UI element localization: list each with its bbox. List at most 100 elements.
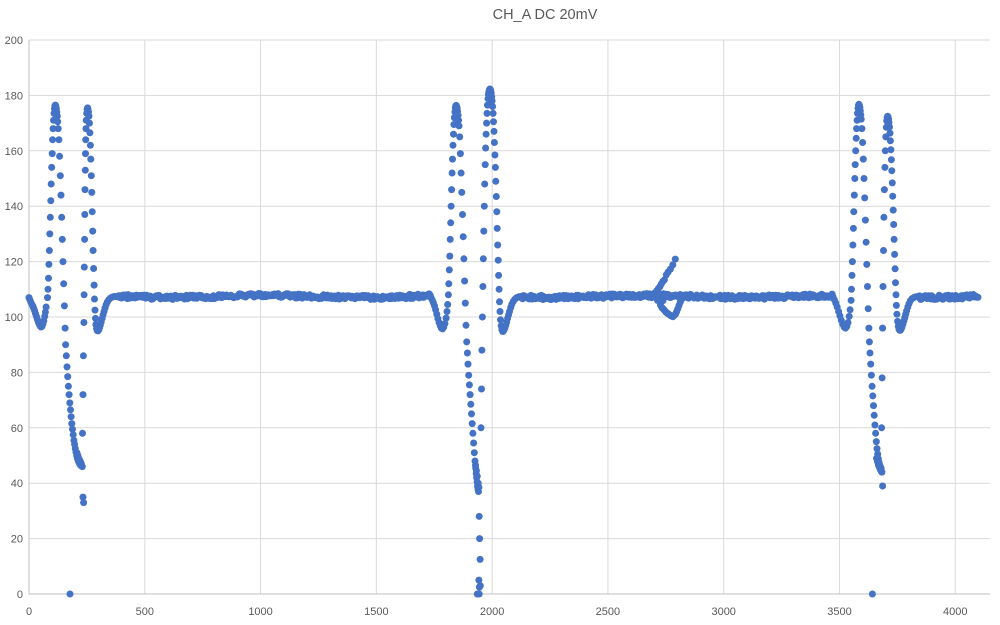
data-point xyxy=(473,472,481,480)
y-tick-label: 40 xyxy=(11,478,23,490)
data-point xyxy=(442,314,450,322)
y-tick-label: 20 xyxy=(11,534,23,546)
data-point xyxy=(490,127,498,135)
data-point xyxy=(80,319,88,326)
data-point xyxy=(62,352,70,360)
data-point xyxy=(48,163,56,171)
data-point xyxy=(870,402,877,410)
data-point xyxy=(69,425,76,433)
data-point xyxy=(849,241,857,249)
data-point xyxy=(53,112,61,120)
data-point xyxy=(447,219,455,227)
data-point xyxy=(460,255,468,263)
data-point xyxy=(878,424,886,432)
data-point xyxy=(493,208,501,216)
data-point xyxy=(861,216,869,224)
data-point xyxy=(868,590,876,598)
data-point xyxy=(852,147,860,155)
data-point xyxy=(850,191,858,199)
data-point xyxy=(858,125,866,133)
data-point xyxy=(475,576,483,584)
data-point xyxy=(495,285,503,293)
data-point xyxy=(445,266,453,274)
data-point xyxy=(862,238,870,246)
data-point xyxy=(81,186,89,194)
data-point xyxy=(871,421,879,429)
data-point xyxy=(90,281,98,289)
y-tick-label: 120 xyxy=(5,257,23,269)
data-point xyxy=(56,172,64,180)
data-point xyxy=(92,314,99,322)
data-point xyxy=(447,202,455,210)
data-point xyxy=(888,179,896,187)
data-point xyxy=(81,211,89,218)
data-point xyxy=(91,295,98,303)
data-point xyxy=(478,385,485,393)
y-tick-label: 0 xyxy=(17,589,23,601)
data-point xyxy=(469,429,477,437)
data-point xyxy=(80,263,88,271)
data-point xyxy=(879,283,887,290)
data-point xyxy=(677,296,685,304)
data-point xyxy=(867,371,875,379)
data-point xyxy=(459,233,467,241)
x-tick-label: 1000 xyxy=(248,606,272,618)
x-tick-label: 2500 xyxy=(596,606,620,618)
data-point xyxy=(45,247,53,254)
data-point xyxy=(450,130,457,138)
data-point xyxy=(868,382,876,390)
data-point xyxy=(477,424,485,432)
data-point xyxy=(68,420,76,428)
data-point xyxy=(54,118,62,126)
data-point xyxy=(879,482,887,490)
data-point xyxy=(79,391,87,399)
data-point xyxy=(82,150,89,158)
chart-title: CH_A DC 20mV xyxy=(492,7,598,23)
data-point xyxy=(481,161,489,169)
data-point xyxy=(114,293,122,301)
data-point xyxy=(865,338,873,346)
data-point xyxy=(79,352,87,360)
data-point xyxy=(888,167,896,175)
data-point xyxy=(67,406,74,414)
data-point xyxy=(865,324,873,332)
data-point xyxy=(866,349,874,357)
data-point xyxy=(879,324,887,332)
data-point xyxy=(459,211,466,218)
x-tick-label: 4000 xyxy=(943,606,967,618)
data-point xyxy=(669,261,677,269)
data-point xyxy=(470,439,478,447)
data-point xyxy=(449,141,457,149)
data-point xyxy=(441,320,449,328)
data-point xyxy=(55,136,63,144)
data-point xyxy=(482,130,490,138)
x-tick-label: 500 xyxy=(136,606,154,618)
data-point xyxy=(860,175,868,182)
y-tick-label: 160 xyxy=(5,146,23,158)
data-point xyxy=(44,285,52,293)
data-point xyxy=(494,241,502,249)
data-point xyxy=(457,169,465,177)
x-tick-label: 1500 xyxy=(364,606,388,618)
data-point xyxy=(867,360,875,368)
data-point xyxy=(490,118,497,126)
data-point xyxy=(893,310,901,318)
data-point xyxy=(468,420,476,428)
data-point xyxy=(472,461,479,469)
data-point xyxy=(886,123,893,131)
x-tick-label: 2000 xyxy=(480,606,504,618)
data-point xyxy=(88,208,96,216)
data-point xyxy=(448,169,456,177)
data-point xyxy=(869,392,877,400)
data-point xyxy=(482,144,490,152)
data-point xyxy=(46,213,54,221)
data-point xyxy=(461,277,469,285)
data-point xyxy=(864,305,872,313)
y-tick-labels: 0 20 40 60 80 100 120 140 160 180 200 xyxy=(5,35,23,601)
data-point xyxy=(65,391,73,399)
y-tick-label: 100 xyxy=(5,312,23,324)
data-point xyxy=(892,279,899,287)
data-point xyxy=(448,186,456,194)
data-point xyxy=(475,483,483,491)
